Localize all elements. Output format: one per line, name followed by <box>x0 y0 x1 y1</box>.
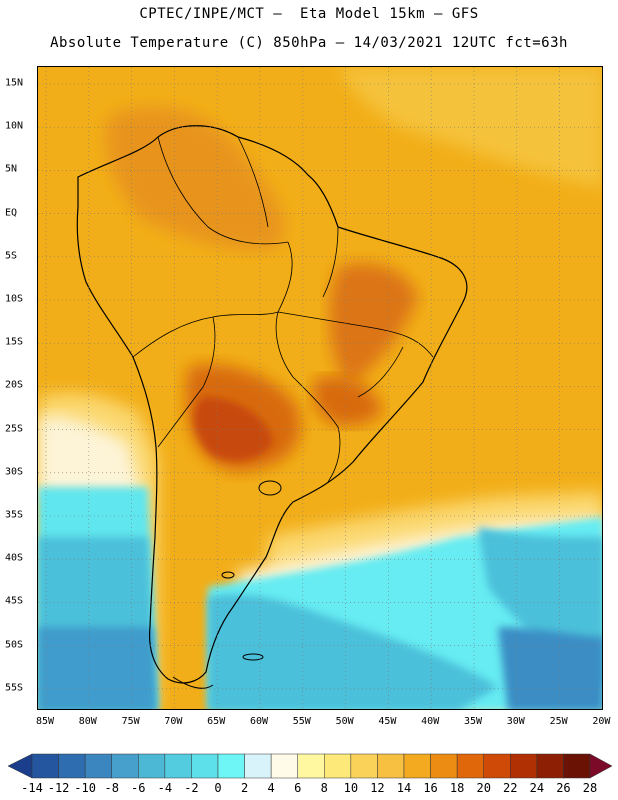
lon-label: 50W <box>335 716 354 727</box>
chaco-core <box>193 397 273 461</box>
lat-label: 55S <box>5 682 24 694</box>
southeast-hot-patch <box>312 376 383 427</box>
colorbar-arrow-high <box>589 753 613 779</box>
lat-label: 10S <box>5 293 24 305</box>
lat-label: 35S <box>5 509 24 521</box>
map-panel <box>37 66 603 710</box>
atlantic-blue <box>208 594 498 709</box>
colorbar-tick-label: 20 <box>476 781 491 795</box>
colorbar-segment <box>84 753 112 779</box>
pacific-cream-band <box>38 416 143 497</box>
colorbar-segment <box>297 753 325 779</box>
colorbar-segment <box>563 753 591 779</box>
lon-label: 35W <box>463 716 483 727</box>
lat-label: 15S <box>5 336 24 348</box>
colorbar-tick-label: 28 <box>582 781 598 795</box>
lon-label: 25W <box>549 716 568 727</box>
lon-label: 70W <box>164 716 183 727</box>
map-title-line2: Absolute Temperature (C) 850hPa – 14/03/… <box>50 35 568 51</box>
colorbar-segment <box>138 753 166 779</box>
colorbar-tick-label: 16 <box>423 781 438 795</box>
lon-label: 30W <box>506 716 525 727</box>
island-outline <box>221 571 235 579</box>
colorbar-tick-label: -4 <box>157 781 173 795</box>
tierra-del-fuego <box>172 676 214 689</box>
colorbar-segment <box>536 753 564 779</box>
colorbar-segment <box>456 753 484 779</box>
colorbar-tick-label: 24 <box>529 781 545 795</box>
colorbar-tick-label: -12 <box>47 781 70 795</box>
colorbar-tick-label: 10 <box>343 781 359 795</box>
colorbar-tick-label: 6 <box>294 781 302 795</box>
colorbar-segment <box>244 753 272 779</box>
colorbar-segment <box>164 753 192 779</box>
malvinas-outline <box>242 653 264 661</box>
colorbar-tick-label: 2 <box>240 781 249 795</box>
colorbar-arrow-low <box>7 753 33 779</box>
colorbar-segment <box>270 753 298 779</box>
colorbar-segment <box>350 753 378 779</box>
colorbar-segment <box>217 753 245 779</box>
lon-label: 80W <box>78 716 97 727</box>
colorbar-segment <box>377 753 405 779</box>
south-america-coast <box>76 125 468 684</box>
lat-label: EQ <box>5 207 18 219</box>
lat-label: 30S <box>5 466 24 478</box>
colorbar-segment <box>31 753 59 779</box>
colorbar-segment <box>430 753 458 779</box>
colorbar-segment <box>324 753 352 779</box>
colorbar-segment <box>111 753 139 779</box>
lat-label: 45S <box>5 595 24 607</box>
lat-label: 50S <box>5 639 24 651</box>
lat-label: 25S <box>5 423 24 435</box>
lon-label: 75W <box>121 716 140 727</box>
lon-label: 65W <box>207 716 226 727</box>
colorbar-tick-label: -6 <box>131 781 146 795</box>
colorbar-tick-label: -8 <box>104 781 119 795</box>
colorbar-segment <box>191 753 219 779</box>
colorbar-tick-label: -2 <box>184 781 199 795</box>
colorbar-segment <box>403 753 431 779</box>
colorbar-tick-label: -14 <box>21 781 43 795</box>
colorbar-tick-label: 26 <box>556 781 571 795</box>
colorbar-tick-label: 14 <box>396 781 412 795</box>
colorbar-tick-label: 4 <box>267 781 275 795</box>
lat-label: 5S <box>5 250 18 262</box>
map-title-line1: CPTEC/INPE/MCT – Eta Model 15km – GFS <box>139 6 479 22</box>
colorbar-tick-label: 22 <box>503 781 518 795</box>
lat-label: 40S <box>5 552 24 564</box>
colorbar-tick-label: 18 <box>449 781 465 795</box>
lon-label: 20W <box>592 716 611 727</box>
temperature-field <box>38 67 602 709</box>
color-scale-bar <box>7 753 613 779</box>
brazil-hot-patch <box>329 263 418 387</box>
lagoon-outline <box>258 480 282 496</box>
atlantic-deep <box>498 627 602 709</box>
colorbar-tick-label: 8 <box>320 781 328 795</box>
map-grid <box>38 67 602 709</box>
colorbar-tick-label: 12 <box>370 781 385 795</box>
lon-label: 60W <box>249 716 269 727</box>
south-pacific-deep <box>38 627 156 709</box>
lat-label: 10N <box>5 120 24 132</box>
colorbar-segment <box>58 753 86 779</box>
lon-label: 55W <box>292 716 311 727</box>
lon-label: 40W <box>421 716 440 727</box>
lon-label: 85W <box>35 716 55 727</box>
lon-label: 45W <box>378 716 397 727</box>
upper-ocean-band <box>338 67 602 187</box>
colorbar-tick-label: 0 <box>214 781 222 795</box>
lat-label: 15N <box>5 77 24 89</box>
colorbar-tick-label: -10 <box>74 781 96 795</box>
colorbar-segment <box>483 753 511 779</box>
lat-label: 5N <box>5 163 18 175</box>
lat-label: 20S <box>5 379 24 391</box>
colorbar-segment <box>510 753 538 779</box>
